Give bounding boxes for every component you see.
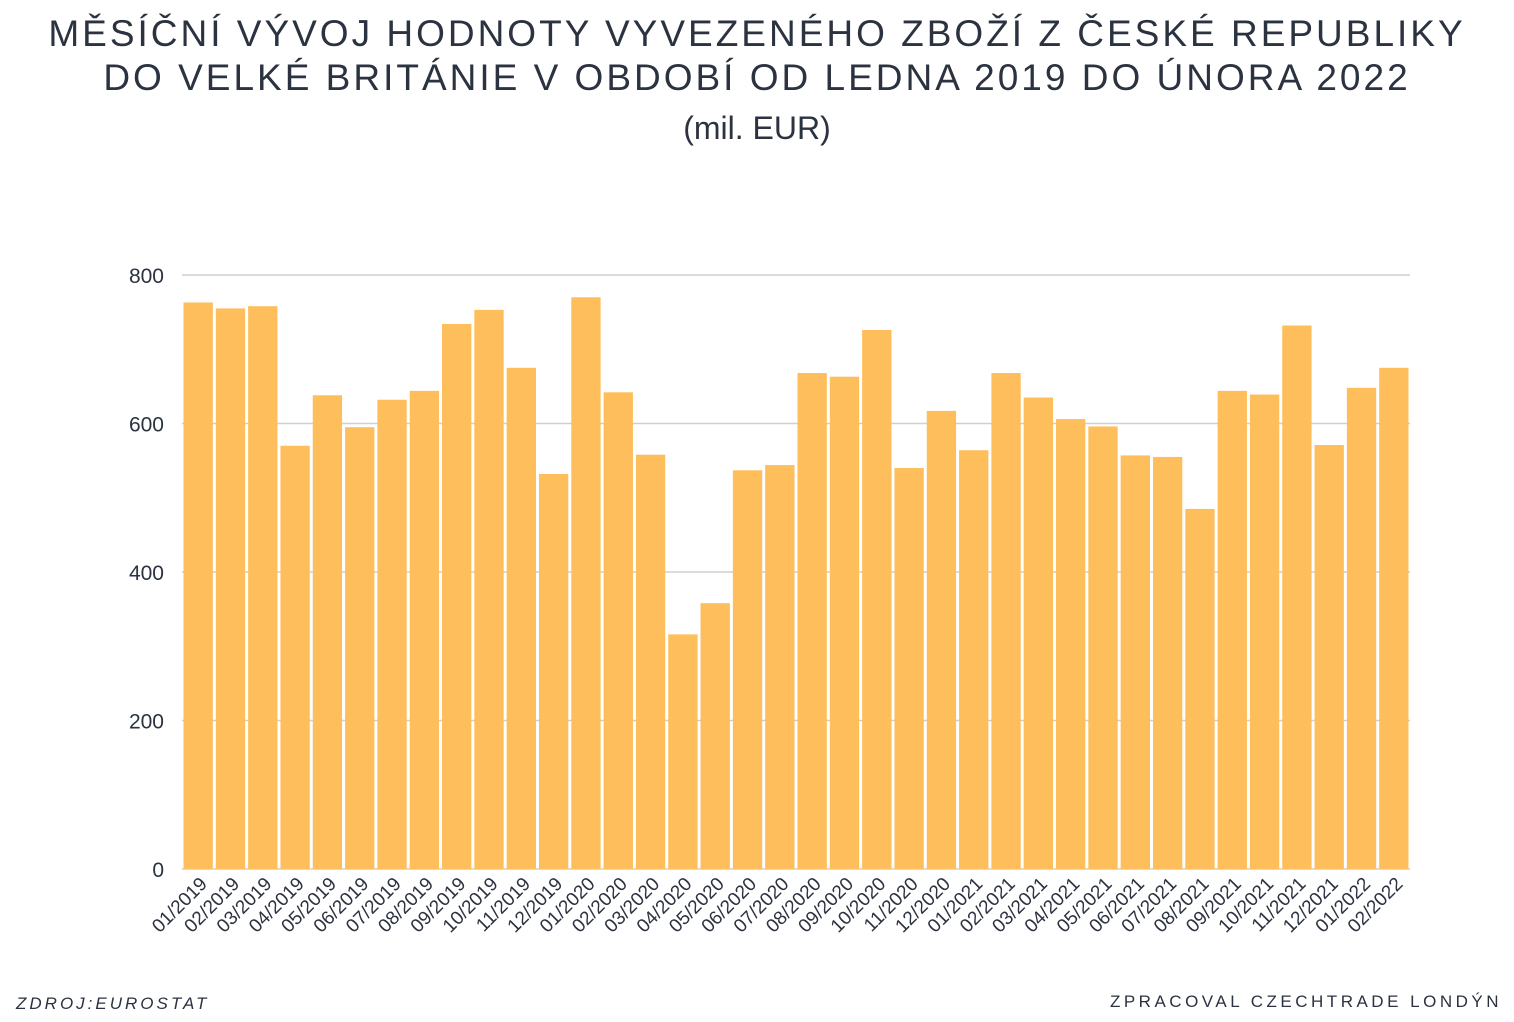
bar-07-2019 — [377, 399, 407, 869]
source-note: ZDROJ:EUROSTAT — [16, 994, 210, 1013]
credit-note: ZPRACOVAL CZECHTRADE LONDÝN — [1109, 992, 1502, 1011]
y-tick-label: 0 — [152, 859, 164, 882]
bar-09-2020 — [829, 376, 860, 869]
bar-02-2022 — [1379, 367, 1409, 869]
bar-07-2020 — [765, 465, 795, 869]
bar-02-2021 — [991, 373, 1021, 869]
chart-subtitle: (mil. EUR) — [683, 110, 831, 146]
bar-02-2019 — [215, 308, 246, 869]
bar-12-2020 — [926, 410, 957, 869]
bar-07-2021 — [1152, 456, 1183, 869]
bar-09-2021 — [1217, 390, 1247, 869]
bar-08-2021 — [1185, 508, 1215, 869]
bar-08-2020 — [797, 373, 827, 869]
bar-09-2019 — [442, 324, 472, 869]
bar-08-2019 — [409, 390, 440, 869]
y-axis-ticks: 0 200 400 600 800 — [129, 265, 164, 882]
chart-title-line-1: MĚSÍČNÍ VÝVOJ HODNOTY VYVEZENÉHO ZBOŽÍ Z… — [48, 13, 1466, 54]
y-tick-label: 400 — [129, 562, 164, 585]
bar-04-2021 — [1056, 419, 1086, 869]
bar-06-2019 — [345, 427, 375, 869]
y-tick-label: 800 — [129, 265, 164, 288]
bar-01-2021 — [959, 450, 989, 869]
bar-05-2020 — [700, 603, 730, 869]
bar-01-2022 — [1346, 387, 1377, 869]
bar-01-2019 — [183, 302, 213, 870]
bar-01-2020 — [571, 297, 601, 869]
bar-05-2021 — [1088, 426, 1118, 869]
bar-03-2020 — [635, 454, 666, 869]
bar-11-2019 — [506, 367, 536, 869]
bar-05-2019 — [312, 395, 343, 869]
bar-02-2020 — [603, 392, 633, 869]
bar-03-2021 — [1023, 397, 1054, 869]
chart-title-line-2: DO VELKÉ BRITÁNIE V OBDOBÍ OD LEDNA 2019… — [103, 57, 1411, 98]
bar-03-2019 — [248, 306, 278, 869]
bar-04-2020 — [668, 634, 698, 869]
bar-06-2021 — [1120, 455, 1150, 869]
bar-11-2020 — [894, 468, 924, 869]
bar-06-2020 — [732, 470, 763, 869]
bar-10-2020 — [862, 329, 892, 869]
bar-10-2021 — [1249, 394, 1280, 869]
y-tick-label: 200 — [129, 711, 164, 734]
bar-11-2021 — [1282, 325, 1312, 869]
bar-04-2019 — [280, 445, 310, 869]
bars — [183, 297, 1409, 870]
chart-title: MĚSÍČNÍ VÝVOJ HODNOTY VYVEZENÉHO ZBOŽÍ Z… — [0, 12, 1514, 100]
bar-12-2019 — [538, 473, 569, 869]
y-tick-label: 600 — [129, 414, 164, 437]
x-axis-ticks: 01/201902/201903/201904/201905/201906/20… — [148, 874, 1407, 937]
bar-12-2021 — [1314, 445, 1344, 869]
bar-10-2019 — [474, 309, 504, 869]
